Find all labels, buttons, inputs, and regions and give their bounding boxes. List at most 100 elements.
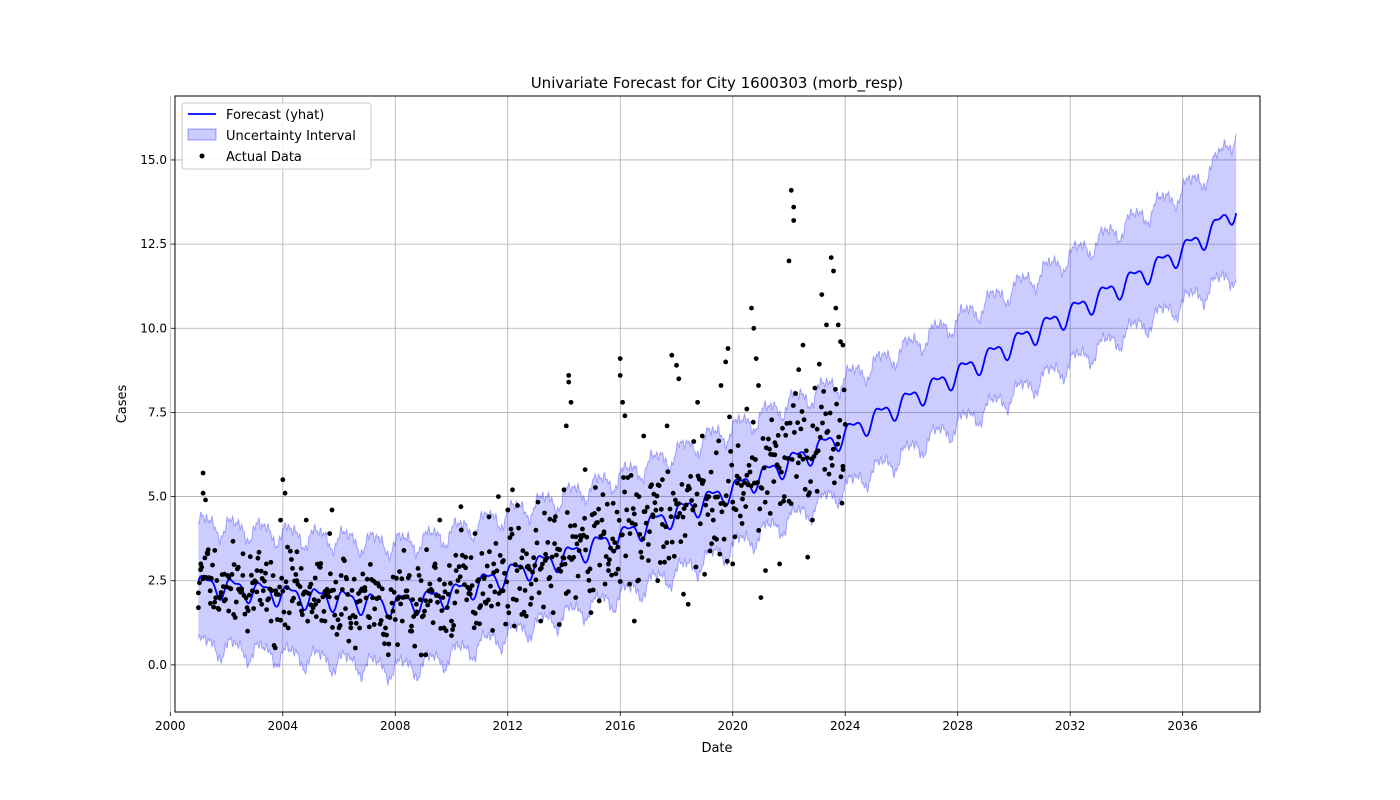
- actual-data-point: [268, 618, 274, 624]
- actual-data-point: [840, 342, 846, 348]
- actual-data-point: [464, 597, 470, 603]
- actual-data-point: [478, 603, 484, 609]
- actual-data-point: [755, 480, 760, 485]
- actual-data-point: [841, 387, 847, 393]
- actual-data-point: [342, 558, 347, 564]
- actual-data-point: [828, 455, 834, 461]
- actual-data-point: [442, 581, 447, 587]
- x-tick-label: 2016: [605, 719, 636, 733]
- actual-data-point: [512, 562, 518, 567]
- actual-data-point: [256, 549, 262, 555]
- actual-data-point: [538, 618, 543, 624]
- actual-data-point: [540, 561, 545, 567]
- actual-data-point: [838, 474, 844, 480]
- actual-data-point: [477, 621, 482, 627]
- actual-data-point: [394, 575, 399, 581]
- actual-data-point: [722, 502, 728, 508]
- actual-data-point: [695, 399, 700, 405]
- actual-data-point: [239, 586, 245, 592]
- actual-data-point: [449, 633, 454, 638]
- actual-data-point: [480, 591, 486, 597]
- actual-data-point: [264, 607, 269, 612]
- actual-data-point: [656, 483, 662, 488]
- actual-data-point: [481, 576, 487, 581]
- actual-data-point: [758, 595, 764, 600]
- actual-data-point: [676, 376, 682, 382]
- actual-data-point: [522, 588, 528, 593]
- actual-data-point: [622, 413, 628, 419]
- actual-data-point: [366, 624, 372, 630]
- actual-data-point: [348, 625, 354, 631]
- actual-data-point: [642, 509, 648, 514]
- actual-data-point: [660, 522, 665, 527]
- actual-data-point: [498, 588, 504, 594]
- actual-data-point: [617, 356, 623, 361]
- actual-data-point: [467, 586, 473, 592]
- actual-data-point: [519, 555, 525, 561]
- actual-data-point: [834, 401, 839, 407]
- actual-data-point: [653, 507, 659, 513]
- actual-data-point: [728, 449, 733, 454]
- actual-data-point: [335, 617, 341, 623]
- actual-data-point: [769, 417, 775, 423]
- actual-data-point: [290, 566, 295, 571]
- actual-data-point: [311, 597, 317, 602]
- actual-data-point: [750, 419, 756, 425]
- actual-data-point: [533, 577, 539, 583]
- actual-data-point: [603, 554, 609, 559]
- actual-data-point: [676, 501, 682, 506]
- actual-data-point: [739, 483, 744, 488]
- actual-data-point: [819, 404, 824, 410]
- actual-data-point: [218, 590, 224, 595]
- actual-data-point: [451, 623, 457, 628]
- actual-data-point: [339, 612, 344, 617]
- actual-data-point: [624, 507, 630, 513]
- actual-data-point: [428, 598, 433, 604]
- actual-data-point: [646, 558, 651, 563]
- actual-data-point: [593, 485, 598, 490]
- actual-data-point: [230, 538, 236, 544]
- actual-data-point: [476, 577, 481, 583]
- actual-data-point: [505, 603, 511, 609]
- x-tick-label: 2028: [942, 719, 973, 733]
- actual-data-point: [563, 423, 569, 429]
- actual-data-point: [779, 469, 784, 475]
- actual-data-point: [200, 470, 206, 476]
- actual-data-point: [416, 573, 422, 578]
- actual-data-point: [313, 614, 319, 620]
- actual-data-point: [521, 609, 527, 615]
- actual-data-point: [410, 597, 415, 602]
- actual-data-point: [620, 532, 625, 538]
- actual-data-point: [225, 573, 231, 578]
- actual-data-point: [203, 497, 208, 503]
- actual-data-point: [744, 472, 750, 478]
- actual-data-point: [777, 501, 783, 507]
- actual-data-point: [226, 608, 232, 614]
- actual-data-point: [829, 463, 835, 468]
- actual-data-point: [766, 436, 771, 442]
- actual-data-point: [814, 488, 820, 494]
- actual-data-point: [288, 548, 293, 554]
- actual-data-point: [486, 514, 492, 520]
- actual-data-point: [800, 456, 806, 462]
- actual-data-point: [714, 536, 719, 542]
- actual-data-point: [310, 605, 316, 611]
- actual-data-point: [214, 578, 220, 583]
- actual-data-point: [583, 547, 588, 553]
- x-tick-label: 2004: [268, 719, 299, 733]
- actual-data-point: [510, 487, 515, 493]
- actual-data-point: [447, 563, 452, 568]
- actual-data-point: [610, 536, 616, 542]
- actual-data-point: [588, 610, 594, 616]
- actual-data-point: [542, 510, 547, 516]
- actual-data-point: [282, 622, 288, 628]
- actual-data-point: [568, 523, 573, 529]
- actual-data-point: [733, 507, 739, 513]
- actual-data-point: [551, 518, 557, 523]
- actual-data-point: [196, 605, 201, 611]
- actual-data-point: [617, 373, 623, 378]
- actual-data-point: [727, 414, 732, 420]
- actual-data-point: [840, 467, 846, 472]
- actual-data-point: [730, 561, 736, 567]
- actual-data-point: [827, 410, 833, 416]
